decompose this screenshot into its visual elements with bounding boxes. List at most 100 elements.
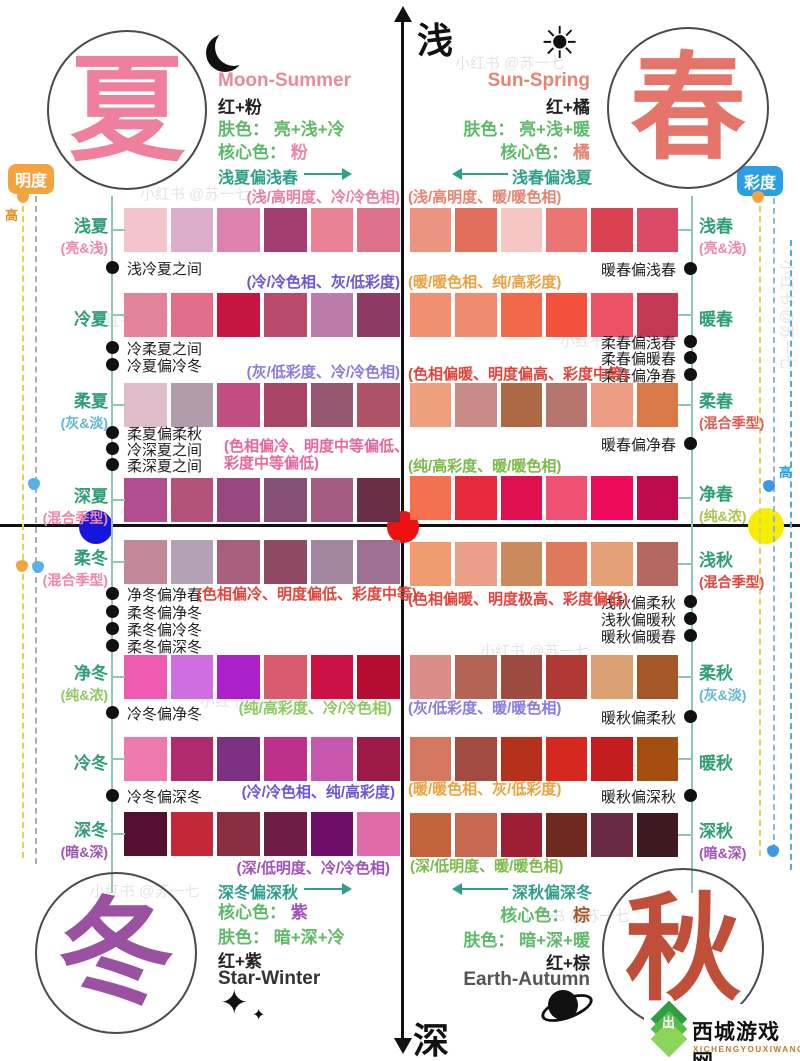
color-swatch (357, 737, 401, 781)
color-swatch (636, 542, 678, 586)
row-tick (112, 404, 125, 406)
color-swatch (357, 208, 401, 252)
color-swatch (170, 812, 214, 856)
color-swatch (124, 737, 167, 781)
swatch-row-浅春 (410, 208, 678, 252)
transition-label: 冷柔夏之间 (127, 341, 203, 358)
color-swatch (500, 737, 542, 781)
spring-char: 春 (630, 43, 746, 173)
spring-name: Sun-Spring (487, 70, 590, 91)
palette-note: (灰/低彩度、暖/暖色相) (408, 700, 562, 717)
palette-note: (纯/高彩度、冷/冷色相) (238, 700, 392, 717)
site-subtitle: XICHENGYOUXIWANG (693, 1045, 800, 1054)
color-swatch (170, 383, 214, 427)
color-swatch (636, 293, 678, 337)
right-high-label: 高 (779, 465, 793, 480)
row-tick (678, 404, 691, 406)
transition-label: 浅冷夏之间 (127, 261, 203, 278)
color-swatch (410, 813, 452, 857)
color-swatch (410, 737, 452, 781)
row-tick (678, 229, 691, 231)
sun-icon: ☀ (540, 19, 580, 68)
color-swatch (545, 476, 588, 520)
autumn-skin: 肤色： 暗+深+暖 (463, 931, 590, 950)
transition-label: 冷冬偏深冬 (127, 789, 203, 806)
transition-dot (106, 261, 119, 274)
color-swatch (636, 476, 678, 520)
transition-dot (106, 442, 119, 455)
subtype-label-暖春: 暖春 (699, 310, 733, 329)
color-swatch (264, 540, 307, 584)
spring-skin: 肤色： 亮+浅+暖 (463, 120, 590, 139)
palette-note: (深/低明度、暖/暖色相) (410, 858, 564, 875)
winter-core-value: 紫 (290, 903, 308, 922)
swatch-row-柔冬 (124, 540, 401, 584)
color-swatch (636, 655, 678, 699)
subtype-sublabel: (纯&浓) (60, 687, 108, 703)
color-swatch (310, 208, 354, 252)
planet-icon (548, 990, 578, 1020)
color-swatch (217, 478, 261, 522)
row-tick (112, 561, 125, 563)
color-swatch (357, 655, 401, 699)
swatch-row-浅秋 (410, 542, 678, 586)
axis-arrow-down-icon (394, 1038, 412, 1054)
transition-dot (684, 351, 697, 364)
spring-arrow: 浅春偏浅夏 (452, 164, 592, 187)
row-tick (678, 758, 691, 760)
transition-dot (106, 706, 119, 719)
transition-label: 柔深夏之间 (127, 458, 203, 475)
transition-label: 暖春偏净春 (600, 437, 676, 454)
color-swatch (500, 813, 542, 857)
left-axis-dot (79, 510, 113, 544)
orange-drop-icon (17, 191, 29, 203)
swatch-row-浅夏 (124, 208, 401, 252)
color-swatch (170, 208, 214, 252)
winter-name: Star-Winter (218, 968, 321, 989)
subtype-sublabel: (混合季型) (42, 572, 108, 588)
site-name: 西城游戏网 (692, 1021, 780, 1061)
autumn-core-label: 核心色： (500, 906, 569, 925)
autumn-formula: 红+棕 (546, 954, 590, 973)
color-swatch (217, 737, 261, 781)
winter-arrow-label: 深冬偏深秋 (218, 885, 299, 902)
color-swatch (357, 812, 401, 856)
subtype-label-净春: 净春 (699, 485, 733, 504)
subtype-sublabel: (混合季型) (699, 574, 765, 590)
subtype-label-深夏: 深夏 (74, 487, 108, 506)
color-swatch (264, 737, 307, 781)
color-swatch (455, 655, 497, 699)
color-swatch (545, 208, 588, 252)
color-swatch (264, 383, 307, 427)
summer-circle: 夏 (47, 30, 207, 190)
color-swatch (124, 655, 167, 699)
orange-drop-icon (16, 560, 28, 572)
subtype-sublabel: (暗&深) (60, 844, 108, 860)
color-swatch (264, 478, 307, 522)
subtype-label-柔春: 柔春 (699, 392, 733, 411)
transition-label: 柔春偏净春 (600, 368, 676, 385)
summer-name: Moon-Summer (218, 70, 351, 91)
winter-skin: 肤色： 暗+深+冷 (218, 928, 345, 947)
color-swatch (217, 383, 261, 427)
transition-dot (684, 710, 697, 723)
color-swatch (357, 293, 401, 337)
swatch-row-冷夏 (124, 293, 401, 337)
color-swatch (310, 293, 354, 337)
left-subtype-rail (111, 196, 113, 893)
transition-dot (684, 262, 697, 275)
watermark-text: 小红书 @苏一七 (560, 333, 670, 350)
color-swatch (591, 542, 633, 586)
transition-label: 暖秋偏深秋 (600, 789, 676, 806)
color-swatch (357, 540, 401, 584)
chroma-badge: 彩度 (737, 166, 784, 196)
color-swatch (170, 478, 214, 522)
subtype-label-暖秋: 暖秋 (699, 754, 733, 773)
color-swatch (545, 737, 588, 781)
transition-label: 柔冬偏深冬 (127, 639, 203, 656)
row-tick (678, 563, 691, 565)
color-swatch (500, 293, 542, 337)
palette-note: (暖/暖色相、灰/低彩度) (408, 781, 562, 798)
color-swatch (455, 542, 497, 586)
